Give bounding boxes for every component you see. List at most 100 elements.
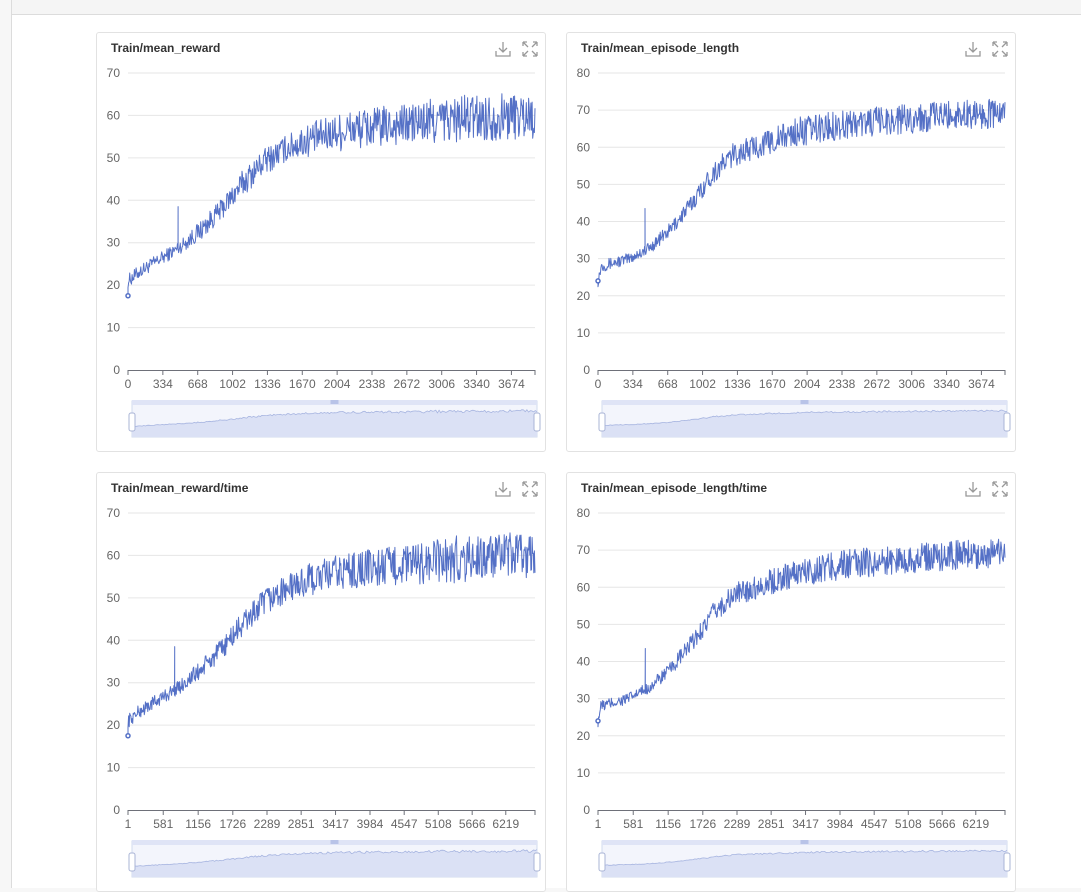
slider-handle[interactable] xyxy=(1003,852,1011,872)
chart-card: Train/mean_reward 0 10 20 30 40 50 60 70 0 334 668… xyxy=(96,32,546,452)
x-tick-label: 0 xyxy=(595,377,602,391)
download-icon[interactable] xyxy=(963,479,983,499)
x-tick-label: 3006 xyxy=(428,377,455,391)
y-tick-label: 40 xyxy=(577,215,591,229)
slider-grip[interactable] xyxy=(800,840,809,844)
data-zoom-slider[interactable] xyxy=(598,400,1011,438)
fullscreen-icon[interactable] xyxy=(990,39,1010,59)
x-tick-label: 2672 xyxy=(393,377,420,391)
start-point xyxy=(595,718,601,724)
x-tick-label: 334 xyxy=(623,377,643,391)
y-tick-label: 70 xyxy=(577,543,591,557)
y-tick-label: 0 xyxy=(583,363,590,377)
slider-area xyxy=(602,410,1007,437)
y-tick-label: 60 xyxy=(577,580,591,594)
x-tick-label: 4547 xyxy=(861,817,888,831)
x-tick-label: 1336 xyxy=(254,377,281,391)
data-zoom-slider[interactable] xyxy=(128,840,541,878)
chart-card: Train/mean_episode_length 0 10 20 30 40 50 60 7… xyxy=(566,32,1016,452)
x-tick-label: 3417 xyxy=(322,817,349,831)
y-tick-label: 50 xyxy=(107,151,121,165)
y-tick-label: 20 xyxy=(107,718,121,732)
series-line xyxy=(597,98,1006,288)
x-tick-label: 4547 xyxy=(391,817,418,831)
download-icon[interactable] xyxy=(493,479,513,499)
line-chart[interactable]: 0 10 20 30 40 50 60 70 80 1 581 1156 1726 2289 2851 341… xyxy=(567,473,1016,892)
slider-area xyxy=(602,850,1007,877)
data-zoom-slider[interactable] xyxy=(128,400,541,438)
slider-handle[interactable] xyxy=(598,412,606,432)
fullscreen-icon[interactable] xyxy=(990,479,1010,499)
slider-handle[interactable] xyxy=(533,412,541,432)
fullscreen-icon[interactable] xyxy=(520,479,540,499)
x-tick-label: 3984 xyxy=(827,817,854,831)
y-tick-label: 0 xyxy=(583,803,590,817)
y-tick-label: 70 xyxy=(107,506,121,520)
y-tick-label: 60 xyxy=(107,108,121,122)
download-icon[interactable] xyxy=(493,39,513,59)
x-tick-label: 2672 xyxy=(863,377,890,391)
y-tick-label: 0 xyxy=(113,803,120,817)
y-tick-label: 70 xyxy=(107,66,121,80)
slider-area xyxy=(132,409,537,437)
y-tick-label: 20 xyxy=(107,278,121,292)
y-tick-label: 10 xyxy=(577,766,591,780)
x-tick-label: 2289 xyxy=(254,817,281,831)
y-tick-label: 50 xyxy=(577,617,591,631)
x-tick-label: 3984 xyxy=(357,817,384,831)
charts-panel: Train/mean_reward 0 10 20 30 40 50 60 70 0 334 668… xyxy=(11,15,1081,892)
x-tick-label: 1 xyxy=(125,817,132,831)
top-toolbar xyxy=(11,0,1081,15)
slider-line xyxy=(601,849,1008,868)
line-chart[interactable]: 0 10 20 30 40 50 60 70 80 0 334 668 1002 1336 1670 2004… xyxy=(567,33,1016,452)
x-tick-label: 0 xyxy=(125,377,132,391)
x-tick-label: 1670 xyxy=(759,377,786,391)
x-tick-label: 2004 xyxy=(794,377,821,391)
slider-line xyxy=(601,409,1007,428)
y-tick-label: 70 xyxy=(577,103,591,117)
y-tick-label: 20 xyxy=(577,729,591,743)
series-line xyxy=(597,538,1006,728)
x-tick-label: 2851 xyxy=(758,817,785,831)
slider-handle[interactable] xyxy=(533,852,541,872)
x-tick-label: 2851 xyxy=(288,817,315,831)
y-tick-label: 60 xyxy=(577,140,591,154)
start-point xyxy=(125,293,131,299)
y-tick-label: 30 xyxy=(577,692,591,706)
slider-handle[interactable] xyxy=(128,852,136,872)
x-tick-label: 5108 xyxy=(425,817,452,831)
x-tick-label: 2338 xyxy=(829,377,856,391)
y-tick-label: 0 xyxy=(113,363,120,377)
x-tick-label: 1156 xyxy=(655,817,681,831)
y-tick-label: 10 xyxy=(577,326,591,340)
y-tick-label: 20 xyxy=(577,289,591,303)
start-point xyxy=(125,733,131,739)
line-chart[interactable]: 0 10 20 30 40 50 60 70 1 581 1156 1726 2289 2851 3417 3… xyxy=(97,473,546,892)
x-tick-label: 581 xyxy=(153,817,173,831)
x-tick-label: 1726 xyxy=(689,817,716,831)
data-zoom-slider[interactable] xyxy=(598,840,1011,878)
chart-title: Train/mean_reward xyxy=(111,41,221,55)
x-tick-label: 1156 xyxy=(185,817,211,831)
y-tick-label: 40 xyxy=(577,655,591,669)
chart-card: Train/mean_episode_length/time 0 10 20 30 40… xyxy=(566,472,1016,892)
x-tick-label: 2289 xyxy=(724,817,751,831)
y-tick-label: 50 xyxy=(107,591,121,605)
x-tick-label: 1002 xyxy=(689,377,716,391)
slider-grip[interactable] xyxy=(800,400,809,404)
x-tick-label: 1 xyxy=(595,817,602,831)
slider-handle[interactable] xyxy=(128,412,136,432)
slider-grip[interactable] xyxy=(330,400,339,404)
line-chart[interactable]: 0 10 20 30 40 50 60 70 0 334 668 1002 1336 1670 2004 23… xyxy=(97,33,546,452)
x-tick-label: 5666 xyxy=(929,817,956,831)
slider-handle[interactable] xyxy=(598,852,606,872)
fullscreen-icon[interactable] xyxy=(520,39,540,59)
x-tick-label: 2004 xyxy=(324,377,351,391)
slider-grip[interactable] xyxy=(330,840,339,844)
download-icon[interactable] xyxy=(963,39,983,59)
slider-handle[interactable] xyxy=(1003,412,1011,432)
x-tick-label: 1726 xyxy=(219,817,246,831)
slider-line xyxy=(131,849,538,868)
series-line xyxy=(127,93,536,296)
y-tick-label: 30 xyxy=(107,236,121,250)
